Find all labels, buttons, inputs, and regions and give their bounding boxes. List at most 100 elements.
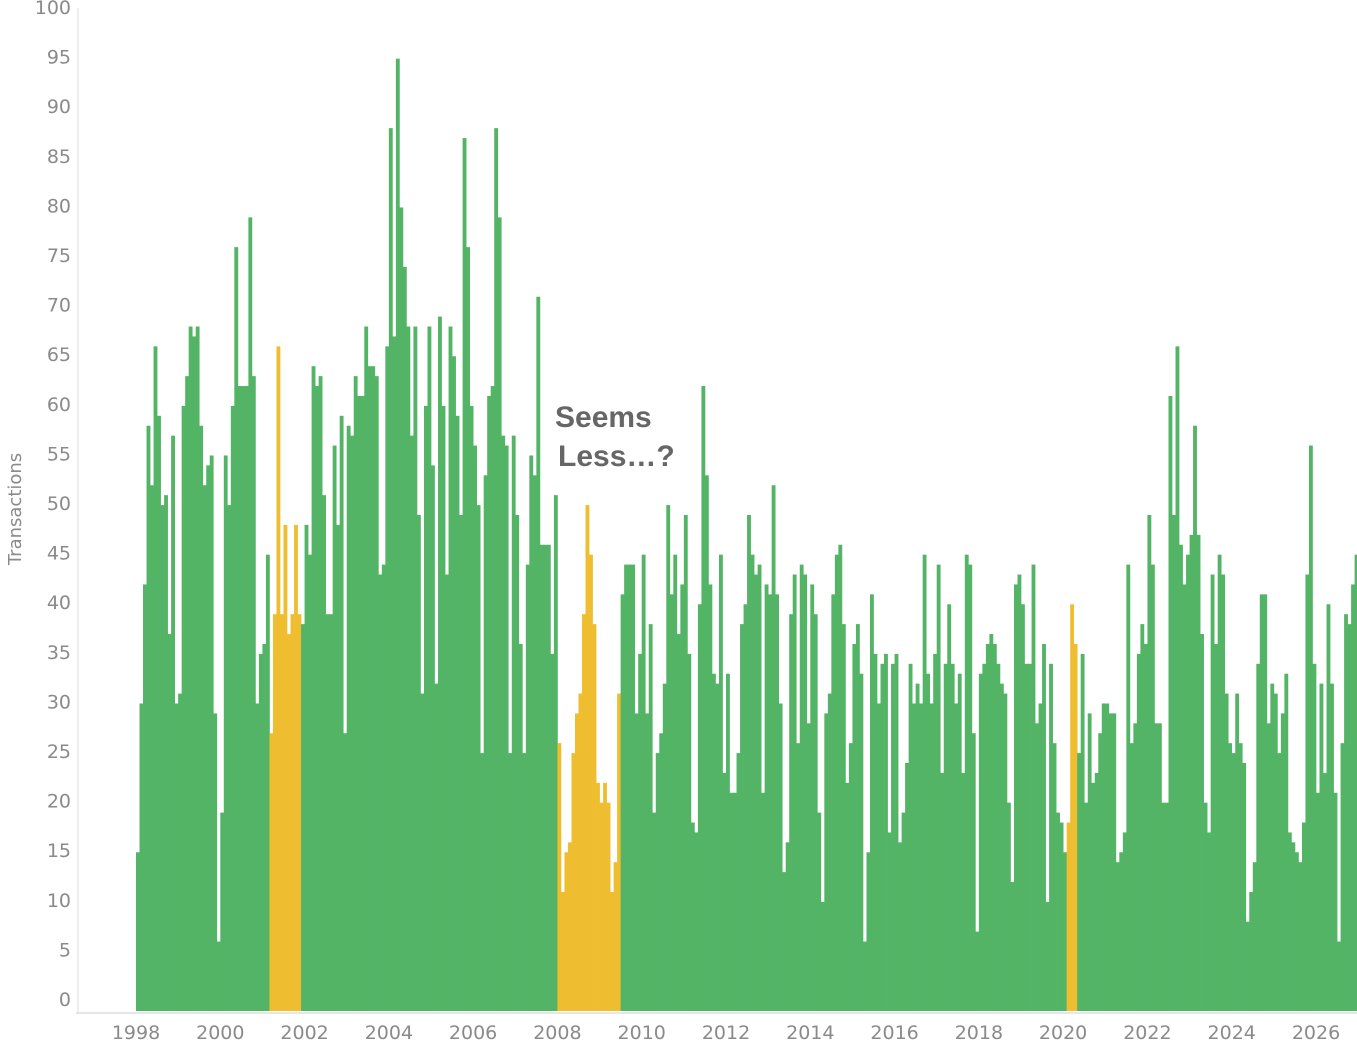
y-tick-label: 0	[59, 989, 71, 1011]
bar	[262, 643, 267, 1011]
bar	[754, 574, 758, 1011]
bar	[757, 564, 762, 1011]
bar	[680, 584, 685, 1011]
bar	[1154, 723, 1159, 1011]
bar	[1179, 544, 1183, 1011]
bar	[1038, 703, 1043, 1011]
bar	[157, 415, 161, 1011]
bar	[1235, 693, 1240, 1011]
bar	[789, 614, 794, 1011]
bar	[1066, 822, 1071, 1011]
bar	[1070, 604, 1075, 1011]
bar	[690, 822, 695, 1011]
bar	[445, 574, 449, 1011]
bar	[873, 653, 878, 1011]
bar	[869, 594, 874, 1011]
bar	[905, 763, 909, 1011]
bar	[272, 614, 277, 1011]
bar	[673, 554, 678, 1011]
bar	[220, 812, 225, 1011]
bar	[1094, 772, 1099, 1011]
bar	[564, 852, 569, 1011]
bar	[1323, 772, 1327, 1011]
y-tick-label: 10	[47, 890, 71, 912]
bar	[1186, 554, 1190, 1011]
bar	[733, 792, 737, 1011]
y-tick-label: 55	[47, 443, 71, 465]
bar	[638, 653, 643, 1011]
bar	[1091, 782, 1096, 1011]
bar	[466, 247, 470, 1011]
bar	[599, 802, 604, 1011]
y-tick-label: 35	[47, 642, 71, 664]
bar	[546, 544, 551, 1011]
bar	[641, 554, 646, 1011]
bar	[1164, 802, 1169, 1011]
bar	[1172, 515, 1176, 1011]
bar	[813, 614, 818, 1011]
bar	[539, 544, 544, 1011]
bar	[740, 624, 744, 1011]
bar	[838, 544, 843, 1011]
bar	[395, 58, 400, 1012]
bar	[350, 435, 355, 1011]
bar	[164, 495, 168, 1011]
bar	[167, 634, 172, 1011]
bar	[504, 445, 509, 1011]
x-tick-label: 2006	[449, 1022, 497, 1044]
bar	[287, 634, 291, 1011]
bar	[1298, 862, 1303, 1011]
bar	[782, 872, 787, 1011]
bar	[248, 217, 253, 1011]
bar	[192, 336, 197, 1011]
bar	[409, 435, 414, 1011]
bar	[469, 405, 474, 1011]
bar	[887, 832, 892, 1011]
y-tick-label: 30	[47, 691, 71, 713]
y-tick-label: 40	[47, 592, 71, 614]
bar	[378, 574, 383, 1011]
bar	[676, 634, 681, 1011]
bar	[947, 604, 952, 1011]
bar	[1112, 713, 1117, 1011]
bar	[1196, 534, 1201, 1011]
bar	[841, 624, 846, 1011]
bar	[557, 743, 562, 1011]
bar	[912, 703, 916, 1011]
bar	[985, 643, 990, 1011]
bar	[476, 505, 481, 1011]
bar	[434, 683, 439, 1011]
bar	[206, 465, 211, 1011]
bar	[171, 435, 175, 1011]
annotation-line-2: Less…?	[558, 440, 675, 473]
bar	[1168, 395, 1173, 1012]
bar	[1006, 802, 1011, 1011]
bar	[1157, 723, 1162, 1011]
bar	[1319, 683, 1324, 1011]
bar	[810, 584, 815, 1011]
bar	[999, 683, 1004, 1011]
bar	[265, 554, 270, 1011]
bar	[525, 564, 530, 1011]
bar	[1017, 574, 1022, 1011]
bar	[406, 326, 411, 1011]
bar	[817, 812, 822, 1011]
bar	[1056, 812, 1060, 1011]
bar	[364, 326, 369, 1011]
x-tick-labels: 1998 2000 2002 2004 2006 2008 2010 2012 2014 2016…	[112, 1022, 1340, 1044]
bar	[1256, 663, 1261, 1011]
bar	[1287, 832, 1292, 1011]
bar	[1221, 574, 1226, 1011]
bar	[360, 395, 365, 1012]
bar	[701, 386, 706, 1011]
bar	[1217, 554, 1222, 1011]
bar	[1249, 891, 1254, 1011]
y-tick-label: 20	[47, 791, 71, 813]
bar	[648, 624, 653, 1011]
bar	[251, 376, 256, 1011]
x-tick-label: 2018	[955, 1022, 1003, 1044]
bar	[877, 703, 881, 1011]
bar	[202, 485, 207, 1011]
bar	[1003, 693, 1008, 1011]
